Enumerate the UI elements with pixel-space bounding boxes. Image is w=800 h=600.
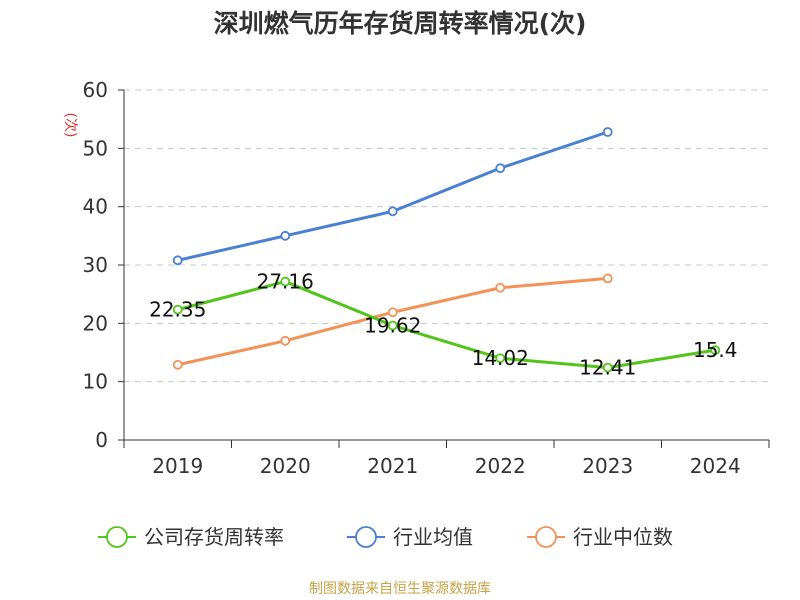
x-tick-label: 2021 — [367, 454, 418, 478]
data-label-layer: 22.35 27.16 19.62 14.02 12.41 15.4 — [149, 270, 737, 380]
data-point — [172, 304, 183, 315]
legend-marker — [355, 526, 377, 548]
legend-marker — [106, 526, 128, 548]
data-point — [387, 206, 398, 217]
y-tick-label: 10 — [83, 370, 108, 394]
legend-label: 公司存货周转率 — [144, 525, 284, 549]
legend-item: 行业均值 — [347, 525, 473, 549]
y-tick-label: 20 — [83, 311, 108, 335]
legend-item: 公司存货周转率 — [98, 525, 284, 549]
legend-label: 行业均值 — [393, 525, 473, 549]
source-note: 制图数据来自恒生聚源数据库 — [309, 581, 491, 597]
x-tick-label: 2024 — [690, 454, 741, 478]
x-tick-label: 2023 — [582, 454, 633, 478]
data-point — [602, 127, 613, 137]
data-label: 19.62 — [364, 314, 421, 338]
data-point — [602, 362, 613, 373]
data-point — [387, 307, 398, 318]
data-point — [387, 320, 398, 331]
data-point — [280, 276, 291, 287]
x-tick-label: 2022 — [475, 454, 526, 478]
y-tick-label: 0 — [95, 428, 108, 452]
x-tick-label: 2019 — [152, 454, 203, 478]
chart-title: 深圳燃气历年存货周转率情况(次) — [213, 9, 587, 38]
series-line — [177, 280, 716, 370]
legend-item: 行业中位数 — [527, 525, 673, 549]
y-axis-unit: (次) — [62, 113, 78, 138]
x-tick-label: 2020 — [260, 454, 311, 478]
series-layer — [172, 127, 721, 373]
data-point — [495, 163, 506, 174]
grid-layer — [124, 89, 769, 383]
data-point — [172, 359, 183, 370]
legend-marker — [535, 526, 557, 548]
data-label: 27.16 — [257, 270, 314, 294]
data-label: 15.4 — [693, 338, 738, 362]
data-point — [280, 230, 291, 241]
data-point — [602, 273, 613, 284]
data-label: 22.35 — [149, 298, 206, 322]
data-point — [172, 255, 183, 266]
data-label: 14.02 — [472, 346, 529, 370]
y-tick-label: 60 — [83, 78, 108, 102]
y-tick-label: 40 — [83, 195, 108, 219]
data-point — [495, 353, 506, 364]
series-line — [177, 130, 609, 262]
data-label: 12.41 — [579, 356, 636, 380]
data-point — [710, 345, 721, 356]
y-tick-label: 30 — [83, 253, 108, 277]
legend-label: 行业中位数 — [573, 525, 673, 549]
legend: 公司存货周转率 行业均值 行业中位数 — [98, 525, 673, 549]
data-point — [495, 282, 506, 293]
y-tick-label: 50 — [83, 136, 108, 160]
axis-layer: 0 10 20 30 40 50 60 (次) 2019 2020 2021 2022 2023 2024 — [62, 78, 770, 478]
data-point — [280, 335, 291, 346]
